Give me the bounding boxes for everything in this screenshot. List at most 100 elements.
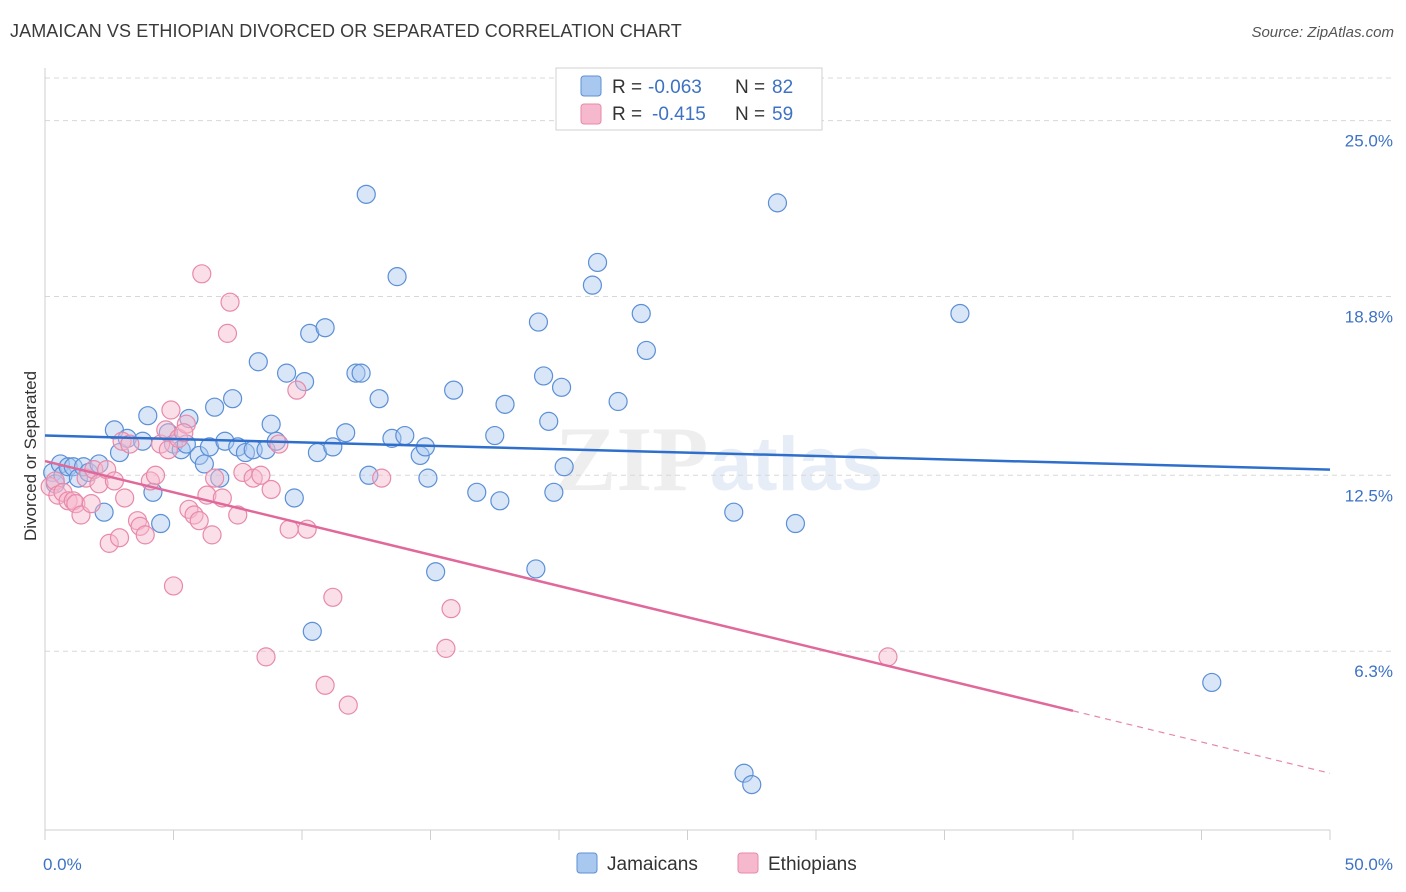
legend-n-value-jamaicans: 82	[772, 77, 793, 98]
jamaicans-point-46	[351, 363, 371, 383]
ethiopians-point-6	[66, 494, 86, 514]
ethiopians-point-4	[58, 491, 78, 511]
jamaicans-point-76	[742, 774, 762, 795]
watermark-zip: ZIP	[555, 408, 708, 510]
jamaicans-point-56	[426, 562, 446, 582]
ethiopians-point-1	[45, 471, 65, 491]
bottom-legend-swatch-jamaicans	[576, 852, 598, 874]
jamaicans-point-69	[582, 275, 603, 295]
ethiopians-point-41	[228, 505, 248, 525]
jamaicans-point-61	[495, 394, 515, 414]
ethiopians-point-27	[161, 400, 181, 420]
ethiopians-point-21	[135, 525, 155, 545]
bottom-legend-label-ethiopians: Ethiopians	[768, 854, 857, 875]
ethiopians-point-13	[99, 533, 119, 553]
jamaicans-point-63	[526, 559, 546, 579]
jamaicans-point-38	[284, 488, 304, 508]
ethiopians-point-55	[436, 638, 456, 658]
jamaicans-point-64	[533, 366, 554, 386]
ethiopians-point-9	[81, 494, 101, 514]
jamaicans-point-45	[346, 363, 366, 383]
axes	[44, 68, 1331, 840]
ethiopians-point-18	[120, 434, 140, 454]
trend-lines	[44, 434, 1331, 774]
jamaicans-point-49	[369, 389, 389, 409]
ethiopians-point-28	[163, 576, 184, 596]
ethiopians-points	[40, 264, 898, 715]
ethiopians-point-43	[243, 468, 263, 488]
watermark: ZIP atlas	[555, 408, 883, 510]
jamaicans-points	[43, 184, 1222, 795]
jamaicans-point-17	[151, 513, 171, 534]
y-tick-label-3: 25.0%	[1345, 132, 1393, 151]
jamaicans-point-51	[387, 267, 407, 287]
jamaicans-point-55	[418, 468, 438, 488]
jamaicans-point-79	[950, 303, 970, 324]
x-tick-label-1: 50.0%	[1345, 855, 1393, 874]
jamaicans-point-62	[528, 312, 549, 332]
x-tick-label-0: 0.0%	[43, 855, 82, 874]
ethiopians-trend-line-dashed	[1072, 710, 1331, 774]
jamaicans-point-70	[587, 252, 608, 273]
jamaicans-point-71	[608, 391, 628, 412]
jamaicans-point-74	[724, 502, 744, 522]
jamaicans-point-26	[205, 397, 225, 417]
jamaicans-point-75	[734, 763, 754, 783]
jamaicans-point-42	[315, 318, 335, 338]
ethiopians-point-52	[323, 587, 343, 607]
jamaicans-trend-line	[44, 434, 1331, 471]
jamaicans-point-47	[356, 184, 376, 204]
ethiopians-point-47	[269, 434, 289, 454]
jamaicans-point-67	[551, 377, 572, 397]
gridlines	[45, 77, 1392, 652]
jamaicans-point-57	[444, 380, 464, 400]
ethiopians-trend-line-solid	[44, 459, 1074, 713]
jamaicans-point-81	[1202, 672, 1222, 693]
legend-n-value-ethiopians: 59	[772, 104, 793, 125]
legend-r-value-ethiopians: -0.415	[652, 104, 706, 125]
series-legend: Jamaicans Ethiopians	[576, 852, 857, 875]
ethiopians-point-32	[184, 505, 204, 525]
jamaicans-point-33	[248, 352, 268, 372]
jamaicans-point-59	[485, 425, 505, 446]
jamaicans-point-27	[210, 468, 230, 488]
jamaicans-point-72	[631, 303, 651, 324]
ethiopians-point-51	[315, 675, 335, 695]
legend-n-label-jamaicans: N =	[735, 77, 765, 98]
jamaicans-point-77	[767, 193, 788, 213]
watermark-atlas: atlas	[710, 422, 883, 507]
source-credit: Source: ZipAtlas.com	[1251, 24, 1394, 41]
ethiopians-point-45	[256, 647, 276, 667]
bottom-legend-swatch-ethiopians	[737, 852, 759, 874]
jamaicans-point-58	[467, 482, 487, 502]
jamaicans-point-78	[785, 513, 806, 534]
jamaicans-point-60	[490, 491, 510, 511]
jamaicans-point-29	[223, 389, 243, 409]
ethiopians-point-44	[251, 465, 271, 485]
y-tick-label-2: 18.8%	[1345, 308, 1393, 327]
legend-swatch-jamaicans	[580, 75, 602, 97]
legend-r-value-jamaicans: -0.063	[648, 77, 702, 98]
jamaicans-point-73	[636, 340, 656, 361]
jamaicans-point-37	[276, 363, 297, 383]
ethiopians-point-15	[109, 528, 130, 548]
jamaicans-point-65	[539, 411, 559, 431]
ethiopians-point-14	[104, 471, 124, 491]
ethiopians-point-56	[441, 599, 461, 619]
correlation-legend: R = -0.063 N = 82 R = -0.415 N = 59	[555, 67, 823, 131]
bottom-legend-label-jamaicans: Jamaicans	[607, 854, 698, 875]
legend-n-label-ethiopians: N =	[735, 104, 765, 125]
legend-r-label-jamaicans: R =	[612, 77, 642, 98]
jamaicans-point-43	[323, 437, 343, 457]
jamaicans-point-44	[336, 423, 356, 443]
ethiopians-point-39	[217, 323, 238, 343]
y-tick-label-0: 6.3%	[1354, 662, 1393, 681]
jamaicans-point-80	[302, 621, 322, 641]
y-tick-label-1: 12.5%	[1345, 486, 1393, 505]
ethiopians-point-49	[287, 380, 307, 400]
jamaicans-point-18	[158, 423, 178, 443]
y-axis-label: Divorced or Separated	[21, 371, 40, 541]
jamaicans-point-31	[235, 442, 256, 463]
legend-swatch-ethiopians	[580, 103, 602, 125]
ethiopians-point-54	[372, 468, 392, 488]
